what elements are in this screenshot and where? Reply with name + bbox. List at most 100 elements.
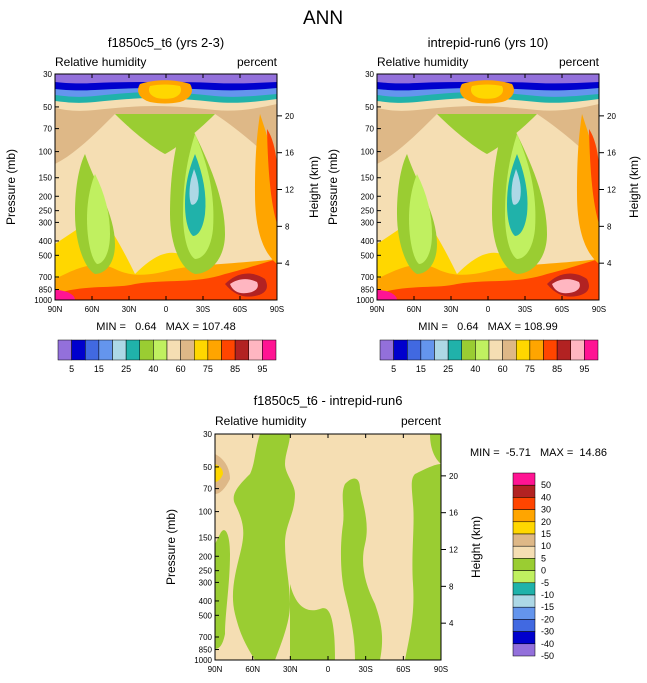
panel-2-y-label-right: Height (km) <box>627 156 641 218</box>
colorbar-swatch <box>512 631 536 645</box>
field-contour <box>148 84 182 99</box>
colorbar-swatch <box>512 594 536 608</box>
colorbar-label: -50 <box>541 651 554 661</box>
colorbar-label: 5 <box>541 553 546 563</box>
colorbar-swatch <box>512 509 536 523</box>
field-contour <box>470 84 504 99</box>
colorbar-swatch <box>57 339 72 361</box>
panel-1-y-label: Pressure (mb) <box>4 149 18 225</box>
panel-1-axes: 90N 60N 30N 0 30S 60S 90S 30 50 70 100 150 200 250 300… <box>34 70 294 314</box>
panel-3-y-label-right: Height (km) <box>469 516 483 578</box>
panel-3-left-string: Relative humidity <box>215 414 306 428</box>
height-tick-label: 16 <box>607 149 616 158</box>
panel-1-title: f1850c5_t6 (yrs 2-3) <box>108 35 224 50</box>
y-tick-label: 50 <box>203 463 212 472</box>
field-contour <box>255 114 277 264</box>
diff-contour <box>340 478 383 660</box>
colorbar-label: 95 <box>257 364 267 374</box>
y-tick-label: 400 <box>39 237 53 246</box>
y-tick-label: 500 <box>39 251 53 260</box>
x-tick-label: 0 <box>486 305 491 314</box>
field-contour <box>267 129 277 224</box>
field-contour <box>409 174 432 264</box>
panel-3-axes: 90N 60N 30N 0 30S 60S 90S 30 50 70 100 150 200 250 300… <box>194 430 458 674</box>
colorbar-swatch <box>512 484 536 498</box>
colorbar-swatch <box>234 339 249 361</box>
field-contour <box>511 169 521 205</box>
panel-2-title: intrepid-run6 (yrs 10) <box>428 35 549 50</box>
colorbar-label: 75 <box>525 364 535 374</box>
colorbar-label: 15 <box>416 364 426 374</box>
colorbar-label: 5 <box>391 364 396 374</box>
panel-3: f1850c5_t6 - intrepid-run6 Relative humi… <box>164 393 607 674</box>
colorbar-label: 0 <box>541 566 546 576</box>
panel-2-field <box>377 74 599 300</box>
colorbar-swatch <box>112 339 127 361</box>
field-contour <box>377 259 599 300</box>
panel-2-stats: MIN = 0.64 MAX = 108.99 <box>418 321 557 333</box>
colorbar-label: 40 <box>148 364 158 374</box>
colorbar-label: 15 <box>94 364 104 374</box>
colorbar-swatch <box>194 339 209 361</box>
panel-3-field <box>215 434 441 660</box>
panel-1: f1850c5_t6 (yrs 2-3) Relative humidity p… <box>4 35 321 374</box>
diff-contour <box>405 464 441 660</box>
colorbar-swatch <box>512 582 536 596</box>
y-tick-label: 700 <box>361 273 375 282</box>
colorbar-swatch <box>512 521 536 535</box>
y-tick-label: 850 <box>361 286 375 295</box>
colorbar-label: 10 <box>541 541 551 551</box>
height-tick-label: 12 <box>449 546 458 555</box>
colorbar-swatch <box>262 339 277 361</box>
colorbar-swatch <box>475 339 490 361</box>
y-tick-label: 200 <box>39 192 53 201</box>
colorbar-swatch <box>512 533 536 547</box>
y-tick-label: 700 <box>199 633 213 642</box>
figure-title: ANN <box>303 8 343 29</box>
colorbar-swatch <box>393 339 408 361</box>
colorbar-swatch <box>407 339 422 361</box>
colorbar-swatch <box>153 339 168 361</box>
x-tick-label: 0 <box>164 305 169 314</box>
y-tick-label: 50 <box>43 103 52 112</box>
colorbar-label: 15 <box>541 529 551 539</box>
colorbar-swatch <box>584 339 599 361</box>
y-tick-label: 850 <box>39 286 53 295</box>
panel-2: intrepid-run6 (yrs 10) Relative humidity… <box>326 35 641 374</box>
colorbar-swatch <box>512 643 536 657</box>
colorbar-swatch <box>488 339 503 361</box>
y-tick-label: 1000 <box>34 296 52 305</box>
colorbar-swatch <box>447 339 462 361</box>
y-tick-label: 30 <box>43 70 52 79</box>
panel-1-y-label-right: Height (km) <box>307 156 321 218</box>
x-tick-label: 0 <box>326 665 331 674</box>
colorbar-label: 20 <box>541 517 551 527</box>
y-tick-label: 850 <box>199 646 213 655</box>
height-tick-label: 16 <box>449 509 458 518</box>
colorbar-swatch <box>125 339 140 361</box>
x-tick-label: 30N <box>122 305 137 314</box>
y-tick-label: 30 <box>203 430 212 439</box>
y-tick-label: 250 <box>39 207 53 216</box>
colorbar-swatch <box>221 339 236 361</box>
colorbar-swatch <box>512 558 536 571</box>
colorbar-swatch <box>529 339 544 361</box>
panel-2-y-label: Pressure (mb) <box>326 149 340 225</box>
x-tick-label: 60N <box>85 305 100 314</box>
colorbar-swatch <box>461 339 476 361</box>
colorbar-label: -15 <box>541 602 554 612</box>
y-tick-label: 70 <box>365 125 374 134</box>
y-tick-label: 200 <box>199 552 213 561</box>
x-tick-label: 30S <box>518 305 532 314</box>
y-tick-label: 250 <box>361 207 375 216</box>
diff-contour <box>430 434 441 464</box>
x-tick-label: 30S <box>196 305 210 314</box>
y-tick-label: 1000 <box>356 296 374 305</box>
colorbar-swatch <box>543 339 558 361</box>
x-tick-label: 90S <box>592 305 606 314</box>
x-tick-label: 90S <box>270 305 284 314</box>
colorbar-label: 40 <box>470 364 480 374</box>
y-tick-label: 400 <box>199 597 213 606</box>
colorbar-label: -30 <box>541 627 554 637</box>
